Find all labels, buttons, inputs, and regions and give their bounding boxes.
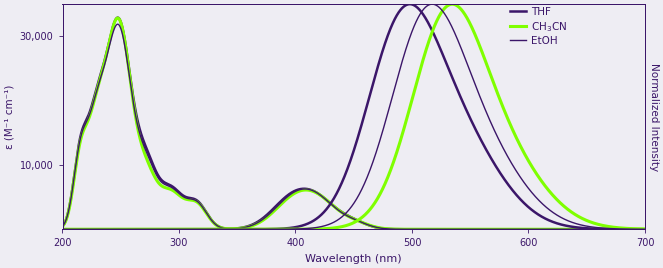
Legend: THF, CH$_3$CN, EtOH: THF, CH$_3$CN, EtOH xyxy=(510,7,567,46)
Y-axis label: ε (M⁻¹ cm⁻¹): ε (M⁻¹ cm⁻¹) xyxy=(4,84,14,149)
Y-axis label: Normalized Intensity: Normalized Intensity xyxy=(649,63,659,171)
X-axis label: Wavelength (nm): Wavelength (nm) xyxy=(306,254,402,264)
